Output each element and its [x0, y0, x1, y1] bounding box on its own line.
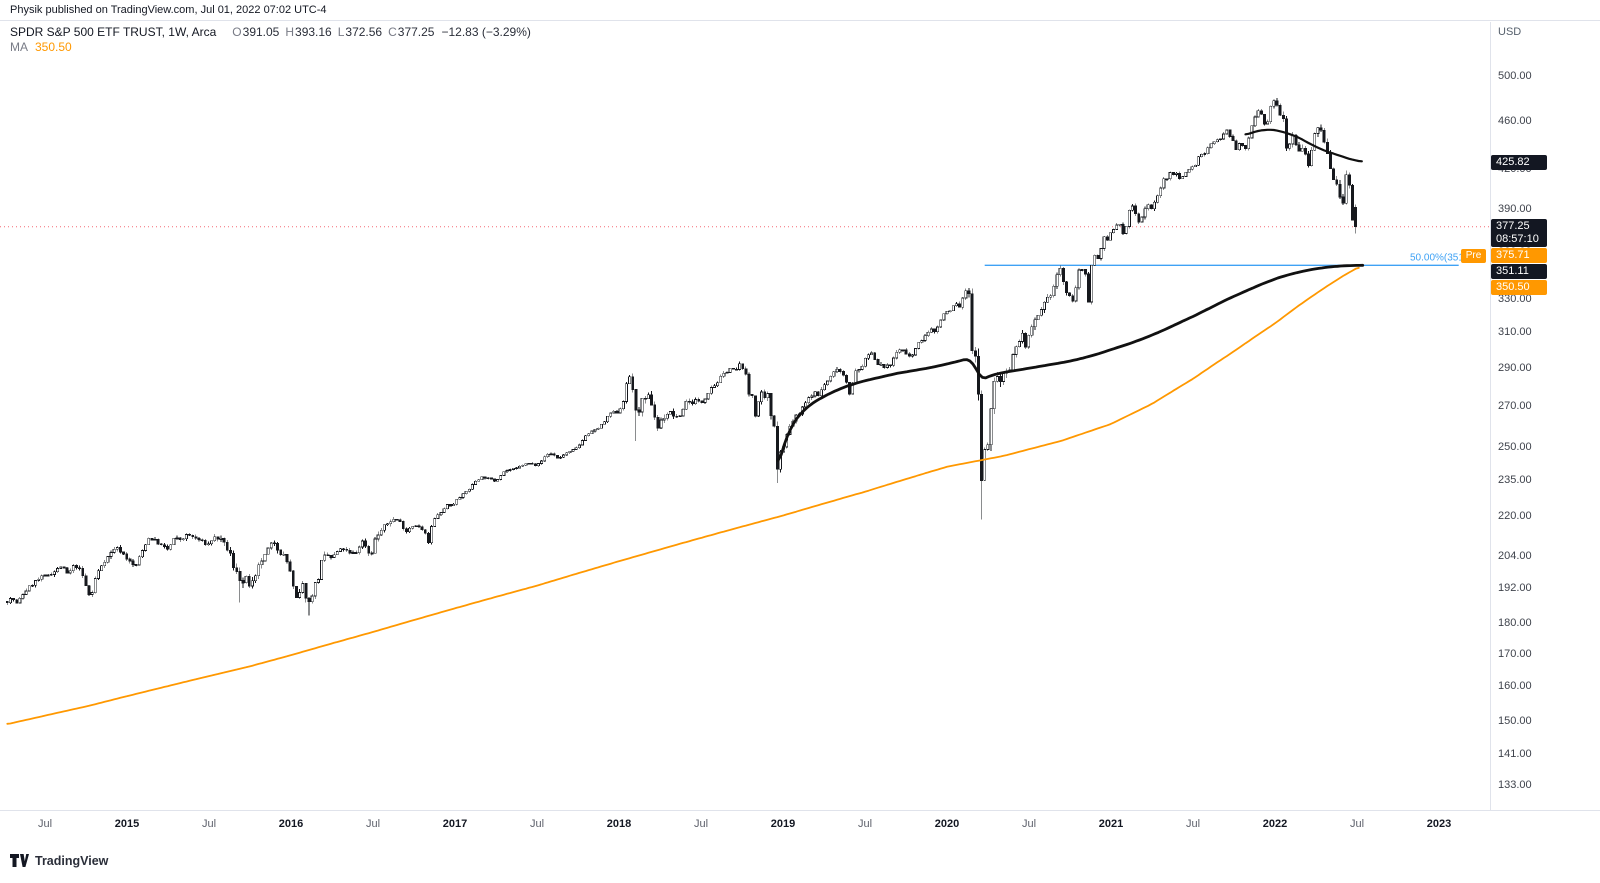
time-tick-jul: Jul [201, 818, 217, 830]
currency-label: USD [1498, 26, 1522, 38]
time-tick-2018: 2018 [606, 818, 632, 830]
price-tick: 141.00 [1498, 747, 1532, 760]
chart-legend: SPDR S&P 500 ETF TRUST, 1W, Arca O391.05 H… [10, 25, 531, 55]
ohlc-key-o: O [232, 25, 242, 39]
price-badge-premarket: 375.71 [1491, 248, 1547, 264]
time-tick-jul: Jul [37, 818, 53, 830]
price-tick: 204.00 [1498, 550, 1532, 562]
premarket-tag: Pre [1461, 248, 1486, 263]
ohlc-value-l: 372.56 [345, 25, 383, 39]
bar-countdown: 08:57:10 [1496, 233, 1539, 246]
time-tick-2020: 2020 [934, 818, 960, 830]
price-badge-last-price: 377.25 08:57:10 [1491, 219, 1547, 248]
time-axis[interactable]: Jul 2015 Jul 2016 Jul 2017 Jul 2018 Jul 2019 Jul 20… [0, 810, 1600, 838]
price-badge-upper-black-line: 425.82 [1491, 154, 1547, 170]
price-tick: 180.00 [1498, 617, 1532, 629]
change-value: −12.83 (−3.29%) [441, 25, 531, 39]
time-tick-jul: Jul [693, 818, 709, 830]
price-tick: 390.00 [1498, 203, 1532, 215]
legend-symbol-row: SPDR S&P 500 ETF TRUST, 1W, Arca O391.05 H… [10, 25, 531, 40]
time-tick-2021: 2021 [1098, 818, 1124, 830]
ohlc-value-c: 377.25 [397, 25, 435, 39]
candlestick-series [5, 97, 1358, 616]
price-chart[interactable]: 50.00%(351.11) [0, 0, 1490, 810]
price-tick: 250.00 [1498, 441, 1532, 454]
overlay-orange-line[interactable] [6, 267, 1360, 725]
symbol-title[interactable]: SPDR S&P 500 ETF TRUST, 1W, Arca [10, 25, 217, 39]
time-tick-2019: 2019 [770, 818, 796, 830]
price-axis-border [1490, 22, 1491, 838]
price-tick: 310.00 [1498, 325, 1532, 338]
ohlc-value-h: 393.16 [295, 25, 332, 39]
ohlc-values: O391.05 H393.16 L372.56 C377.25 [226, 25, 434, 39]
legend-ma-row: MA 350.50 [10, 40, 531, 55]
ohlc-key-c: C [388, 25, 397, 39]
time-tick-jul: Jul [529, 818, 545, 830]
overlay-black-line-lower[interactable] [776, 263, 1365, 462]
price-tick: 170.00 [1498, 647, 1532, 660]
price-tick: 500.00 [1498, 70, 1532, 82]
price-tick: 290.00 [1498, 361, 1532, 374]
time-tick-jul: Jul [365, 818, 381, 830]
time-tick-2016: 2016 [278, 818, 304, 830]
publish-header: Physik published on TradingView.com, Jul… [0, 0, 1600, 21]
fib-level-label: 50.00%(351.11) [1410, 252, 1480, 263]
price-axis[interactable]: USD 500.00460.00420.00390.00360.00330.00… [1490, 0, 1600, 838]
time-tick-2017: 2017 [442, 818, 468, 830]
price-tick: 150.00 [1498, 714, 1532, 727]
price-tick: 192.00 [1498, 582, 1532, 595]
ma-label: MA [10, 40, 28, 54]
ohlc-key-l: L [337, 25, 345, 39]
time-tick-jul: Jul [1185, 818, 1201, 830]
price-tick: 133.00 [1498, 779, 1532, 791]
price-tick: 220.00 [1498, 509, 1532, 522]
price-tick: 460.00 [1498, 114, 1532, 127]
price-badge-ma-orange: 350.50 [1491, 280, 1547, 296]
time-tick-2015: 2015 [114, 818, 140, 830]
published-text: Physik published on TradingView.com, Jul… [10, 4, 327, 16]
time-tick-jul: Jul [1021, 818, 1037, 830]
time-tick-jul: Jul [857, 818, 873, 830]
ohlc-key-h: H [285, 25, 295, 39]
footer: TradingView [0, 838, 1600, 883]
price-badge-lower-black-line: 351.11 [1491, 264, 1547, 280]
time-tick-2023: 2023 [1426, 818, 1452, 830]
price-tick: 235.00 [1498, 474, 1532, 487]
ohlc-value-o: 391.05 [242, 25, 280, 39]
overlay-black-line-upper[interactable] [1244, 128, 1363, 163]
price-tick: 330.00 [1498, 292, 1532, 305]
price-tick: 160.00 [1498, 680, 1532, 693]
fib-retracement-line[interactable]: 50.00%(351.11) [984, 252, 1481, 266]
tradingview-logo-icon[interactable] [10, 853, 29, 868]
time-tick-jul: Jul [1349, 818, 1365, 830]
ma-value: 350.50 [35, 40, 72, 54]
price-tick: 270.00 [1498, 399, 1532, 412]
time-tick-2022: 2022 [1262, 818, 1288, 830]
tradingview-brand[interactable]: TradingView [35, 853, 109, 868]
